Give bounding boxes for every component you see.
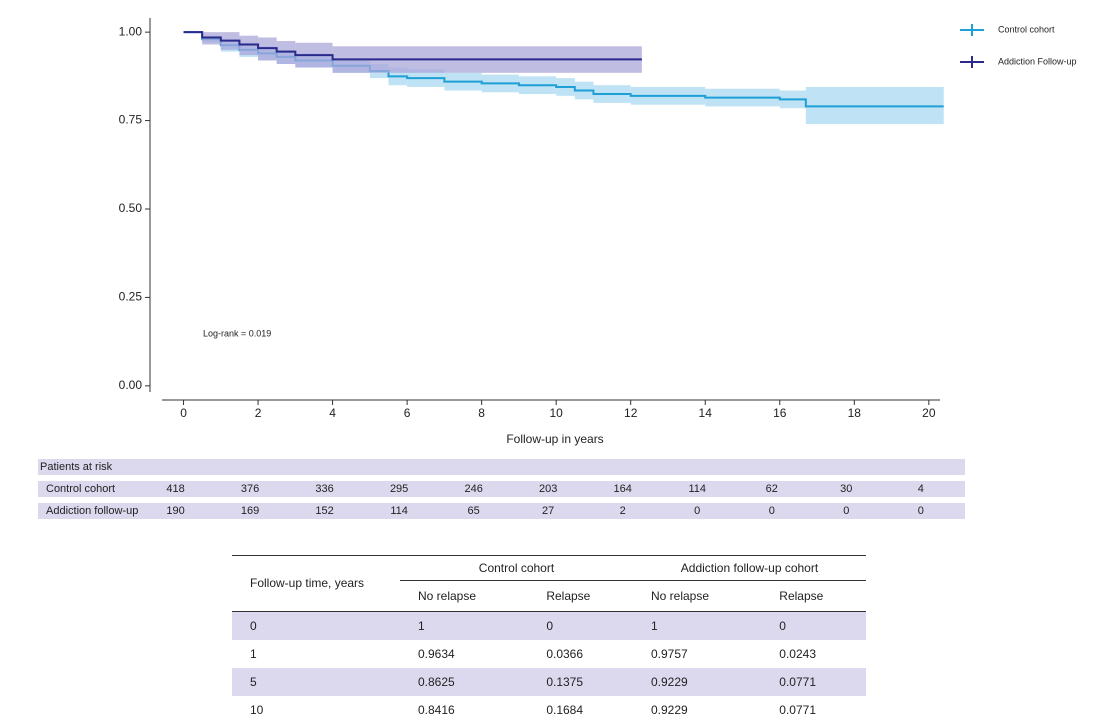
legend-label: Addiction Follow-up <box>998 56 1077 66</box>
risk-count: 418 <box>166 483 184 495</box>
group-header: Addiction follow-up cohort <box>632 555 866 581</box>
table-cell: 0.9229 <box>650 703 688 717</box>
risk-count: 295 <box>390 483 408 495</box>
risk-count: 0 <box>843 505 849 517</box>
risk-count: 0 <box>769 505 775 517</box>
table-header: Follow-up time, years <box>232 555 400 612</box>
x-tick-label: 14 <box>699 406 713 420</box>
table-cell: 1 <box>250 647 257 661</box>
risk-count: 4 <box>918 483 924 495</box>
legend-label: Control cohort <box>998 24 1055 34</box>
y-tick-label: 0.00 <box>119 378 143 392</box>
y-tick-label: 1.00 <box>119 24 143 38</box>
x-tick-label: 0 <box>180 406 187 420</box>
y-tick-label: 0.50 <box>119 201 143 215</box>
table-cell: 0.0771 <box>761 668 866 696</box>
risk-row-bg <box>38 481 965 497</box>
risk-count: 169 <box>241 505 259 517</box>
annotation: Log-rank = 0.019 <box>203 328 271 338</box>
x-tick-label: 4 <box>329 406 336 420</box>
risk-count: 114 <box>390 505 408 517</box>
risk-title: Patients at risk <box>40 461 113 473</box>
table-cell: 1 <box>632 611 762 640</box>
risk-count: 246 <box>464 483 482 495</box>
table-cell: 0.8625 <box>400 668 529 696</box>
risk-count: 2 <box>620 505 626 517</box>
table-row: No relapse Relapse No relapse Relapse <box>232 580 866 612</box>
table-cell: 0.9757 <box>650 647 688 661</box>
risk-count: 152 <box>315 505 333 517</box>
y-tick-label: 0.75 <box>119 113 143 127</box>
table-cell: 0.1684 <box>546 703 584 717</box>
table-cell: 0.0366 <box>546 647 584 661</box>
table-row: 5 0.8625 0.1375 0.9229 0.0771 <box>232 668 866 696</box>
table-cell: 1 <box>400 611 529 640</box>
table-cell: 0 <box>528 611 633 640</box>
table-row: 10 0.8416 0.1684 0.9229 0.0771 <box>232 696 866 724</box>
table-row: 1 0.9634 0.0366 0.9757 0.0243 <box>232 640 866 668</box>
x-tick-label: 16 <box>773 406 787 420</box>
table-cell: 0.9634 <box>418 647 455 661</box>
risk-count: 376 <box>241 483 259 495</box>
risk-row-name: Control cohort <box>46 483 115 495</box>
risk-count: 190 <box>166 505 184 517</box>
x-tick-label: 20 <box>922 406 936 420</box>
x-tick-label: 2 <box>255 406 262 420</box>
table-cell: 10 <box>250 703 264 717</box>
sub-header: Relapse <box>761 580 866 612</box>
table-cell: 0.9229 <box>632 668 762 696</box>
summary-table: Follow-up time, years Control cohort Addic… <box>232 555 866 724</box>
y-tick-label: 0.25 <box>119 290 143 304</box>
risk-header-bg <box>38 459 965 475</box>
x-tick-label: 10 <box>549 406 563 420</box>
x-tick-label: 6 <box>404 406 411 420</box>
table-cell: 0 <box>232 611 400 640</box>
risk-count: 27 <box>542 505 554 517</box>
risk-count: 0 <box>694 505 700 517</box>
risk-count: 30 <box>840 483 852 495</box>
table-cell: 0.8416 <box>418 703 455 717</box>
risk-count: 114 <box>688 483 706 495</box>
group-header: Control cohort <box>400 555 633 581</box>
chart: Follow-up in years Log-rank = 0.019 0.00… <box>38 18 1077 519</box>
table-cell: 5 <box>232 668 400 696</box>
table-cell: 0.0243 <box>779 647 816 661</box>
risk-row-name: Addiction follow-up <box>46 505 138 517</box>
sub-header: No relapse <box>632 580 762 612</box>
x-tick-label: 8 <box>478 406 485 420</box>
x-tick-label: 12 <box>624 406 638 420</box>
risk-count: 164 <box>614 483 632 495</box>
sub-header: No relapse <box>400 580 529 612</box>
table-cell: 0.0771 <box>779 703 816 717</box>
risk-row-bg <box>38 503 965 519</box>
sub-header: Relapse <box>528 580 633 612</box>
risk-count: 0 <box>918 505 924 517</box>
risk-count: 336 <box>315 483 333 495</box>
x-axis-label: Follow-up in years <box>506 432 603 446</box>
risk-count: 65 <box>468 505 480 517</box>
risk-count: 203 <box>539 483 557 495</box>
x-tick-label: 18 <box>848 406 862 420</box>
table-cell: 0.1375 <box>528 668 633 696</box>
survival-curve <box>183 31 642 61</box>
table-cell: 0 <box>761 611 866 640</box>
table-row: Follow-up time, years Control cohort Addic… <box>232 555 866 612</box>
risk-count: 62 <box>766 483 778 495</box>
